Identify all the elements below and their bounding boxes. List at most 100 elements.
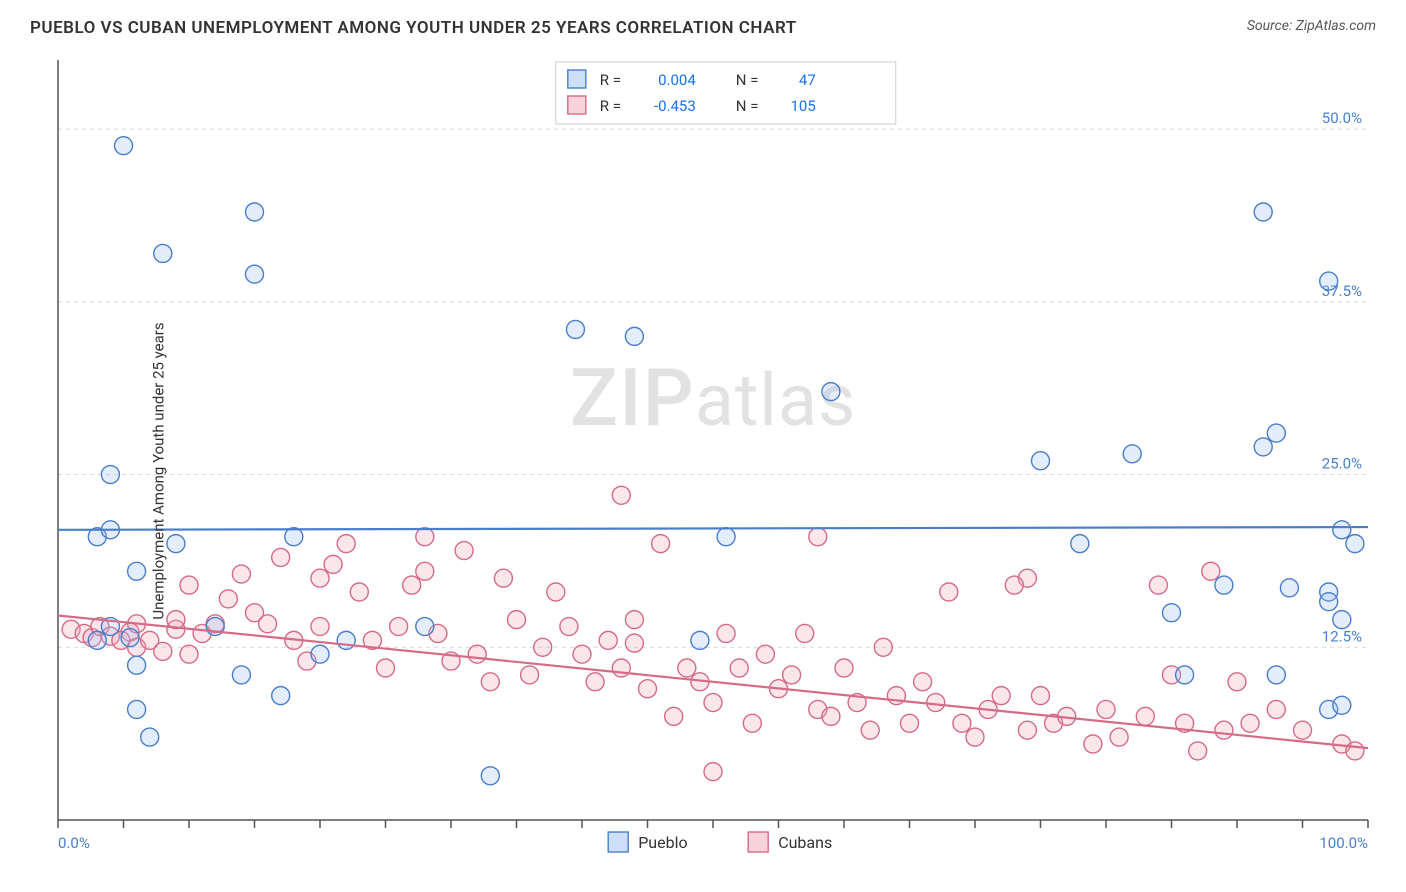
scatter-point xyxy=(953,714,971,732)
legend-r-label: R = xyxy=(600,71,621,89)
scatter-point xyxy=(128,656,146,674)
scatter-point xyxy=(1032,452,1050,470)
y-tick-label: 25.0% xyxy=(1322,455,1362,473)
scatter-point xyxy=(1333,521,1351,539)
legend-swatch xyxy=(568,70,586,88)
source-label: Source: xyxy=(1247,18,1292,34)
scatter-point xyxy=(940,583,958,601)
scatter-point xyxy=(1189,742,1207,760)
scatter-point xyxy=(1005,576,1023,594)
scatter-point xyxy=(639,680,657,698)
scatter-point xyxy=(508,611,526,629)
y-axis-label: Unemployment Among Youth under 25 years xyxy=(150,322,168,619)
scatter-point xyxy=(180,576,198,594)
scatter-point xyxy=(1228,673,1246,691)
scatter-point xyxy=(101,466,119,484)
scatter-point xyxy=(783,666,801,684)
scatter-point xyxy=(1320,272,1338,290)
scatter-point xyxy=(416,562,434,580)
scatter-point xyxy=(219,590,237,608)
scatter-point xyxy=(141,728,159,746)
source-value: ZipAtlas.com xyxy=(1296,18,1376,34)
scatter-point xyxy=(1215,721,1233,739)
legend-swatch xyxy=(608,832,628,852)
scatter-point xyxy=(1320,593,1338,611)
scatter-point xyxy=(337,535,355,553)
scatter-point xyxy=(154,244,172,262)
scatter-point xyxy=(809,528,827,546)
scatter-point xyxy=(665,707,683,725)
scatter-point xyxy=(180,645,198,663)
scatter-point xyxy=(416,618,434,636)
scatter-point xyxy=(1097,700,1115,718)
scatter-point xyxy=(992,687,1010,705)
scatter-point xyxy=(717,624,735,642)
y-tick-label: 12.5% xyxy=(1322,627,1362,645)
legend-n-value: 105 xyxy=(791,97,816,115)
scatter-point xyxy=(1215,576,1233,594)
scatter-point xyxy=(337,631,355,649)
legend-n-label: N = xyxy=(736,97,759,115)
scatter-point xyxy=(403,576,421,594)
scatter-point xyxy=(468,645,486,663)
scatter-point xyxy=(1267,424,1285,442)
x-max-label: 100.0% xyxy=(1319,834,1368,852)
chart-title: PUEBLO VS CUBAN UNEMPLOYMENT AMONG YOUTH… xyxy=(30,18,797,38)
scatter-point xyxy=(1149,576,1167,594)
scatter-point xyxy=(1346,535,1364,553)
scatter-point xyxy=(232,666,250,684)
scatter-point xyxy=(1267,666,1285,684)
scatter-point xyxy=(835,659,853,677)
scatter-point xyxy=(1032,687,1050,705)
legend-series-name: Cubans xyxy=(778,833,832,852)
scatter-point xyxy=(121,629,139,647)
scatter-point xyxy=(246,265,264,283)
scatter-point xyxy=(390,618,408,636)
scatter-point xyxy=(1254,203,1272,221)
scatter-point xyxy=(704,763,722,781)
scatter-point xyxy=(566,320,584,338)
chart-header: PUEBLO VS CUBAN UNEMPLOYMENT AMONG YOUTH… xyxy=(0,0,1406,44)
scatter-point xyxy=(1136,707,1154,725)
scatter-point xyxy=(861,721,879,739)
scatter-point xyxy=(1018,721,1036,739)
scatter-point xyxy=(128,700,146,718)
scatter-point xyxy=(822,707,840,725)
x-min-label: 0.0% xyxy=(58,834,90,852)
scatter-point xyxy=(625,327,643,345)
watermark: ZIPatlas xyxy=(570,351,857,445)
scatter-point xyxy=(311,569,329,587)
scatter-point xyxy=(1176,666,1194,684)
scatter-point xyxy=(927,694,945,712)
scatter-point xyxy=(796,624,814,642)
scatter-point xyxy=(612,486,630,504)
scatter-point xyxy=(704,694,722,712)
scatter-point xyxy=(1084,735,1102,753)
scatter-point xyxy=(1267,700,1285,718)
legend-n-label: N = xyxy=(736,71,759,89)
scatter-point xyxy=(1123,445,1141,463)
scatter-point xyxy=(324,555,342,573)
scatter-point xyxy=(1110,728,1128,746)
scatter-point xyxy=(1071,535,1089,553)
scatter-point xyxy=(481,673,499,691)
scatter-point xyxy=(246,203,264,221)
scatter-point xyxy=(901,714,919,732)
scatter-point xyxy=(1333,611,1351,629)
scatter-point xyxy=(128,562,146,580)
scatter-point xyxy=(272,548,290,566)
scatter-point xyxy=(1254,438,1272,456)
scatter-point xyxy=(756,645,774,663)
scatter-point xyxy=(115,137,133,155)
scatter-point xyxy=(259,615,277,633)
legend-r-value: 0.004 xyxy=(658,71,696,89)
scatter-point xyxy=(88,631,106,649)
scatter-point xyxy=(625,634,643,652)
scatter-point xyxy=(1163,604,1181,622)
scatter-point xyxy=(573,645,591,663)
scatter-point xyxy=(586,673,604,691)
scatter-point xyxy=(311,618,329,636)
legend-r-label: R = xyxy=(600,97,621,115)
scatter-point xyxy=(547,583,565,601)
source-attribution: Source: ZipAtlas.com xyxy=(1247,18,1376,34)
